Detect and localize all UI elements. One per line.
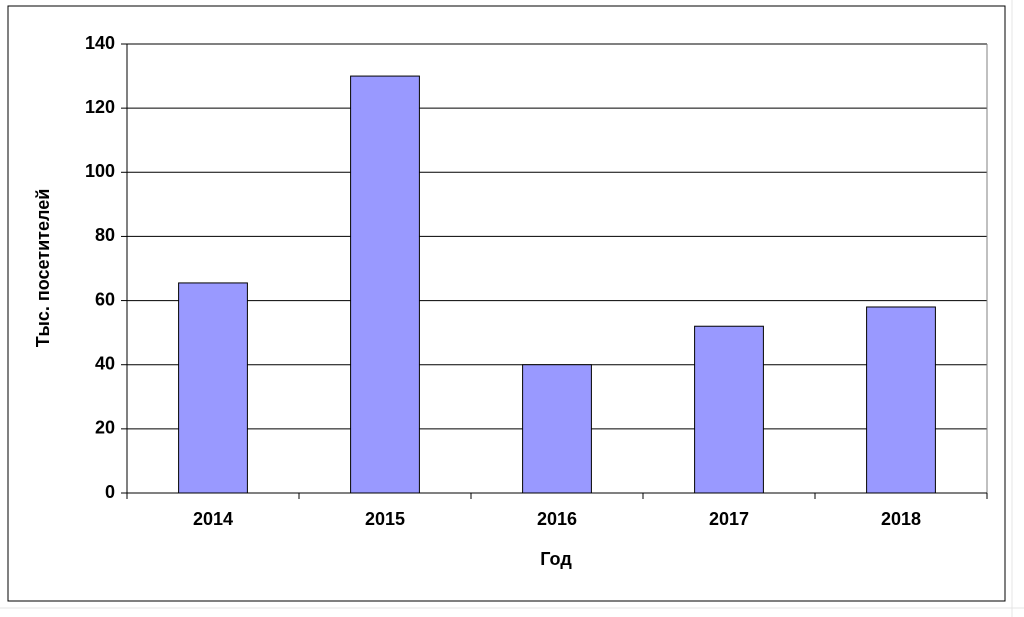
y-tick-label: 80 bbox=[95, 225, 115, 245]
y-tick-label: 20 bbox=[95, 418, 115, 438]
x-tick-label: 2018 bbox=[881, 509, 921, 529]
chart-frame bbox=[7, 5, 1006, 602]
y-tick-label: 140 bbox=[85, 33, 115, 53]
y-axis-title: Тыс. посетителей bbox=[33, 189, 53, 348]
bar bbox=[694, 325, 764, 494]
bar bbox=[522, 364, 592, 494]
y-tick-label: 120 bbox=[85, 97, 115, 117]
x-tick-label: 2014 bbox=[193, 509, 233, 529]
x-axis-title: Год bbox=[540, 549, 572, 569]
y-tick-label: 60 bbox=[95, 289, 115, 309]
y-tick-label: 100 bbox=[85, 161, 115, 181]
bar bbox=[350, 75, 420, 494]
bar bbox=[178, 282, 248, 494]
x-tick-label: 2015 bbox=[365, 509, 405, 529]
bar bbox=[866, 306, 936, 494]
y-tick-label: 0 bbox=[105, 482, 115, 502]
y-tick-label: 40 bbox=[95, 353, 115, 373]
x-tick-label: 2017 bbox=[709, 509, 749, 529]
x-tick-label: 2016 bbox=[537, 509, 577, 529]
